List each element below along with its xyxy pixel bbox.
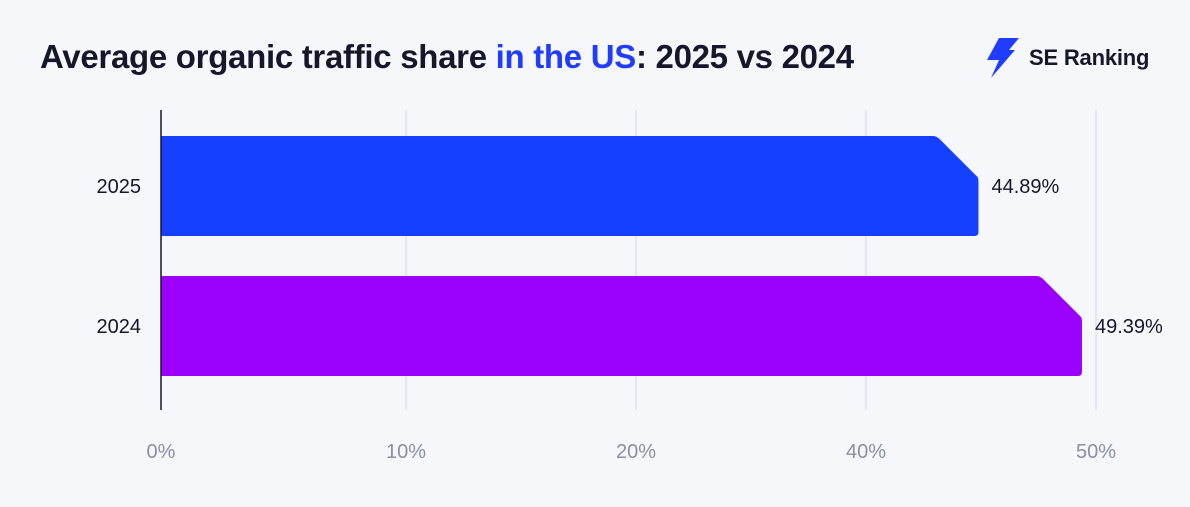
- bar-2025: [161, 136, 979, 236]
- value-label-2025: 44.89%: [991, 176, 1059, 198]
- category-label-2025: 2025: [97, 176, 142, 198]
- lightning-bolt-icon: [987, 38, 1019, 78]
- x-tick-label: 0%: [147, 441, 176, 463]
- x-tick-label: 50%: [1076, 441, 1116, 463]
- title-part-2: : 2025 vs 2024: [635, 38, 854, 75]
- category-label-2024: 2024: [97, 316, 142, 338]
- value-label-2024: 49.39%: [1095, 316, 1163, 338]
- title-part-1: Average organic traffic share: [40, 38, 496, 75]
- bar-2024: [161, 276, 1082, 376]
- x-tick-label: 20%: [616, 441, 656, 463]
- x-tick-label: 10%: [386, 441, 426, 463]
- brand-name: SE Ranking: [1029, 45, 1150, 70]
- title-highlight: in the US: [495, 38, 637, 75]
- brand-logo: SE Ranking: [985, 38, 1149, 78]
- x-tick-label: 40%: [846, 441, 886, 463]
- chart-title: Average organic traffic share in the US:…: [40, 38, 854, 76]
